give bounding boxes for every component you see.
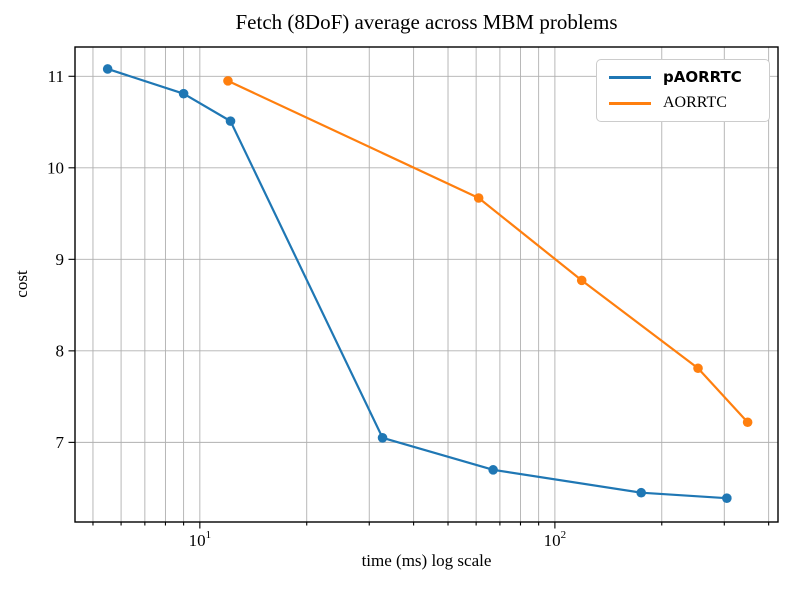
marker-AORRTC [693, 363, 703, 374]
y-tick-label-11: 11 [48, 67, 64, 86]
y-tick-label-7: 7 [56, 433, 65, 452]
legend-label: AORRTC [663, 94, 727, 111]
marker-pAORRTC [722, 493, 732, 504]
chart-title: Fetch (8DoF) average across MBM problems [235, 10, 618, 34]
legend-entry-AORRTC: AORRTC [609, 95, 757, 111]
y-tick-label-10: 10 [47, 158, 64, 177]
marker-pAORRTC [488, 465, 498, 475]
marker-pAORRTC [377, 432, 388, 443]
legend-line-sample [609, 76, 651, 79]
x-tick-label-100: 102 [544, 529, 567, 550]
y-axis-label: cost [12, 270, 31, 298]
marker-AORRTC [223, 76, 233, 86]
x-axis-label: time (ms) log scale [361, 551, 492, 570]
marker-AORRTC [742, 417, 753, 428]
legend-line-sample [609, 101, 651, 105]
y-tick-label-9: 9 [56, 250, 65, 269]
marker-AORRTC [473, 193, 484, 203]
marker-pAORRTC [102, 64, 113, 74]
x-tick-label-10: 101 [189, 529, 212, 550]
legend-label: pAORRTC [663, 68, 742, 86]
series-line-AORRTC [226, 79, 749, 424]
marker-pAORRTC [636, 487, 646, 498]
marker-pAORRTC [225, 116, 236, 126]
plot-border [74, 46, 779, 523]
series-line-pAORRTC [106, 67, 728, 500]
marker-pAORRTC [178, 88, 189, 99]
marker-AORRTC [576, 275, 587, 286]
legend-entry-pAORRTC: pAORRTC [609, 70, 757, 85]
legend: pAORRTC AORRTC [596, 59, 770, 122]
y-tick-label-8: 8 [56, 341, 65, 360]
